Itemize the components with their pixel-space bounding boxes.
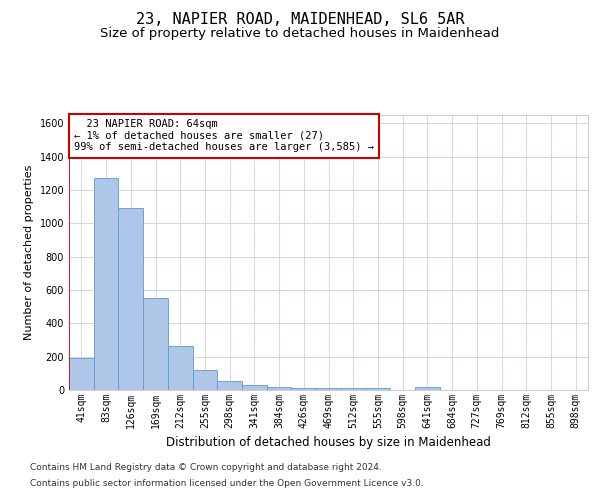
Bar xyxy=(341,388,365,390)
Bar xyxy=(292,388,316,390)
Text: Contains public sector information licensed under the Open Government Licence v3: Contains public sector information licen… xyxy=(30,478,424,488)
Text: 23, NAPIER ROAD, MAIDENHEAD, SL6 5AR: 23, NAPIER ROAD, MAIDENHEAD, SL6 5AR xyxy=(136,12,464,28)
Bar xyxy=(415,386,440,390)
Bar xyxy=(94,178,118,390)
Bar xyxy=(242,385,267,390)
Bar xyxy=(118,208,143,390)
Y-axis label: Number of detached properties: Number of detached properties xyxy=(24,165,34,340)
Bar xyxy=(143,298,168,390)
X-axis label: Distribution of detached houses by size in Maidenhead: Distribution of detached houses by size … xyxy=(166,436,491,450)
Text: 23 NAPIER ROAD: 64sqm
← 1% of detached houses are smaller (27)
99% of semi-detac: 23 NAPIER ROAD: 64sqm ← 1% of detached h… xyxy=(74,119,374,152)
Bar xyxy=(69,358,94,390)
Text: Size of property relative to detached houses in Maidenhead: Size of property relative to detached ho… xyxy=(100,28,500,40)
Bar xyxy=(316,388,341,390)
Text: Contains HM Land Registry data © Crown copyright and database right 2024.: Contains HM Land Registry data © Crown c… xyxy=(30,464,382,472)
Bar xyxy=(193,370,217,390)
Bar xyxy=(168,346,193,390)
Bar xyxy=(217,381,242,390)
Bar xyxy=(267,386,292,390)
Bar xyxy=(365,388,390,390)
